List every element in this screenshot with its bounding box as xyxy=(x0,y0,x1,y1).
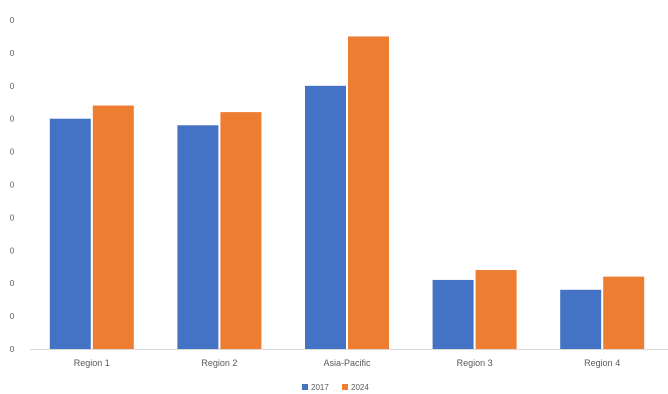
y-tick-label: 0 xyxy=(10,115,15,124)
bar-2024-asia-pacific xyxy=(348,36,389,349)
x-category-label: Region 1 xyxy=(74,358,110,368)
legend-swatch-2017 xyxy=(302,384,308,390)
y-tick-label: 0 xyxy=(10,82,15,91)
bar-2017-region-1 xyxy=(49,118,91,349)
y-tick-label: 0 xyxy=(10,213,15,222)
x-category-label: Region 4 xyxy=(584,358,620,368)
y-axis-ticks: 0 0 0 0 0 0 0 0 0 0 0 xyxy=(10,16,15,354)
bar-2024-region-4 xyxy=(603,276,645,349)
legend-label: 2024 xyxy=(351,383,369,392)
y-tick-label: 0 xyxy=(10,246,15,255)
x-category-label: Region 3 xyxy=(457,358,493,368)
bar-2024-region-2 xyxy=(220,112,262,350)
bar-2024-region-1 xyxy=(92,105,134,349)
bar-2017-region-2 xyxy=(177,125,219,349)
legend-swatch-2024 xyxy=(342,384,348,390)
y-tick-label: 0 xyxy=(10,181,15,190)
y-tick-label: 0 xyxy=(10,148,15,157)
y-tick-label: 0 xyxy=(10,49,15,58)
x-category-label: Asia-Pacific xyxy=(323,358,371,368)
bars xyxy=(49,36,645,350)
y-tick-label: 0 xyxy=(10,345,15,354)
legend-label: 2017 xyxy=(311,383,329,392)
x-axis-labels: Region 1 Region 2 Asia-Pacific Region 3 Regi… xyxy=(74,358,620,368)
legend: 2017 2024 xyxy=(302,383,369,392)
x-category-label: Region 2 xyxy=(201,358,237,368)
y-tick-label: 0 xyxy=(10,312,15,321)
y-tick-label: 0 xyxy=(10,16,15,25)
bar-2017-region-4 xyxy=(560,289,602,349)
y-tick-label: 0 xyxy=(10,279,15,288)
bar-2017-region-3 xyxy=(432,279,474,349)
bar-2024-region-3 xyxy=(475,270,517,349)
bar-2017-asia-pacific xyxy=(305,85,346,350)
